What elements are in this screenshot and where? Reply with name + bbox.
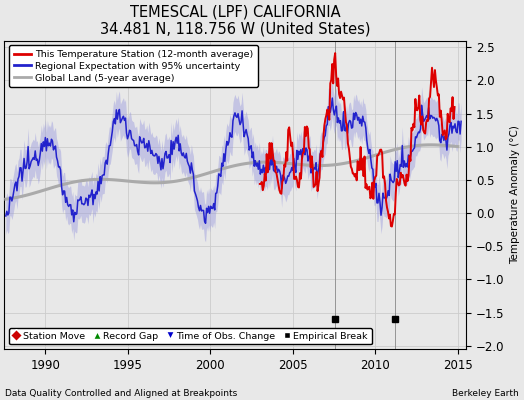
- Y-axis label: Temperature Anomaly (°C): Temperature Anomaly (°C): [510, 125, 520, 264]
- Text: Berkeley Earth: Berkeley Earth: [452, 389, 519, 398]
- Title: TEMESCAL (LPF) CALIFORNIA
34.481 N, 118.756 W (United States): TEMESCAL (LPF) CALIFORNIA 34.481 N, 118.…: [100, 4, 370, 36]
- Text: Data Quality Controlled and Aligned at Breakpoints: Data Quality Controlled and Aligned at B…: [5, 389, 237, 398]
- Legend: Station Move, Record Gap, Time of Obs. Change, Empirical Break: Station Move, Record Gap, Time of Obs. C…: [9, 328, 372, 344]
